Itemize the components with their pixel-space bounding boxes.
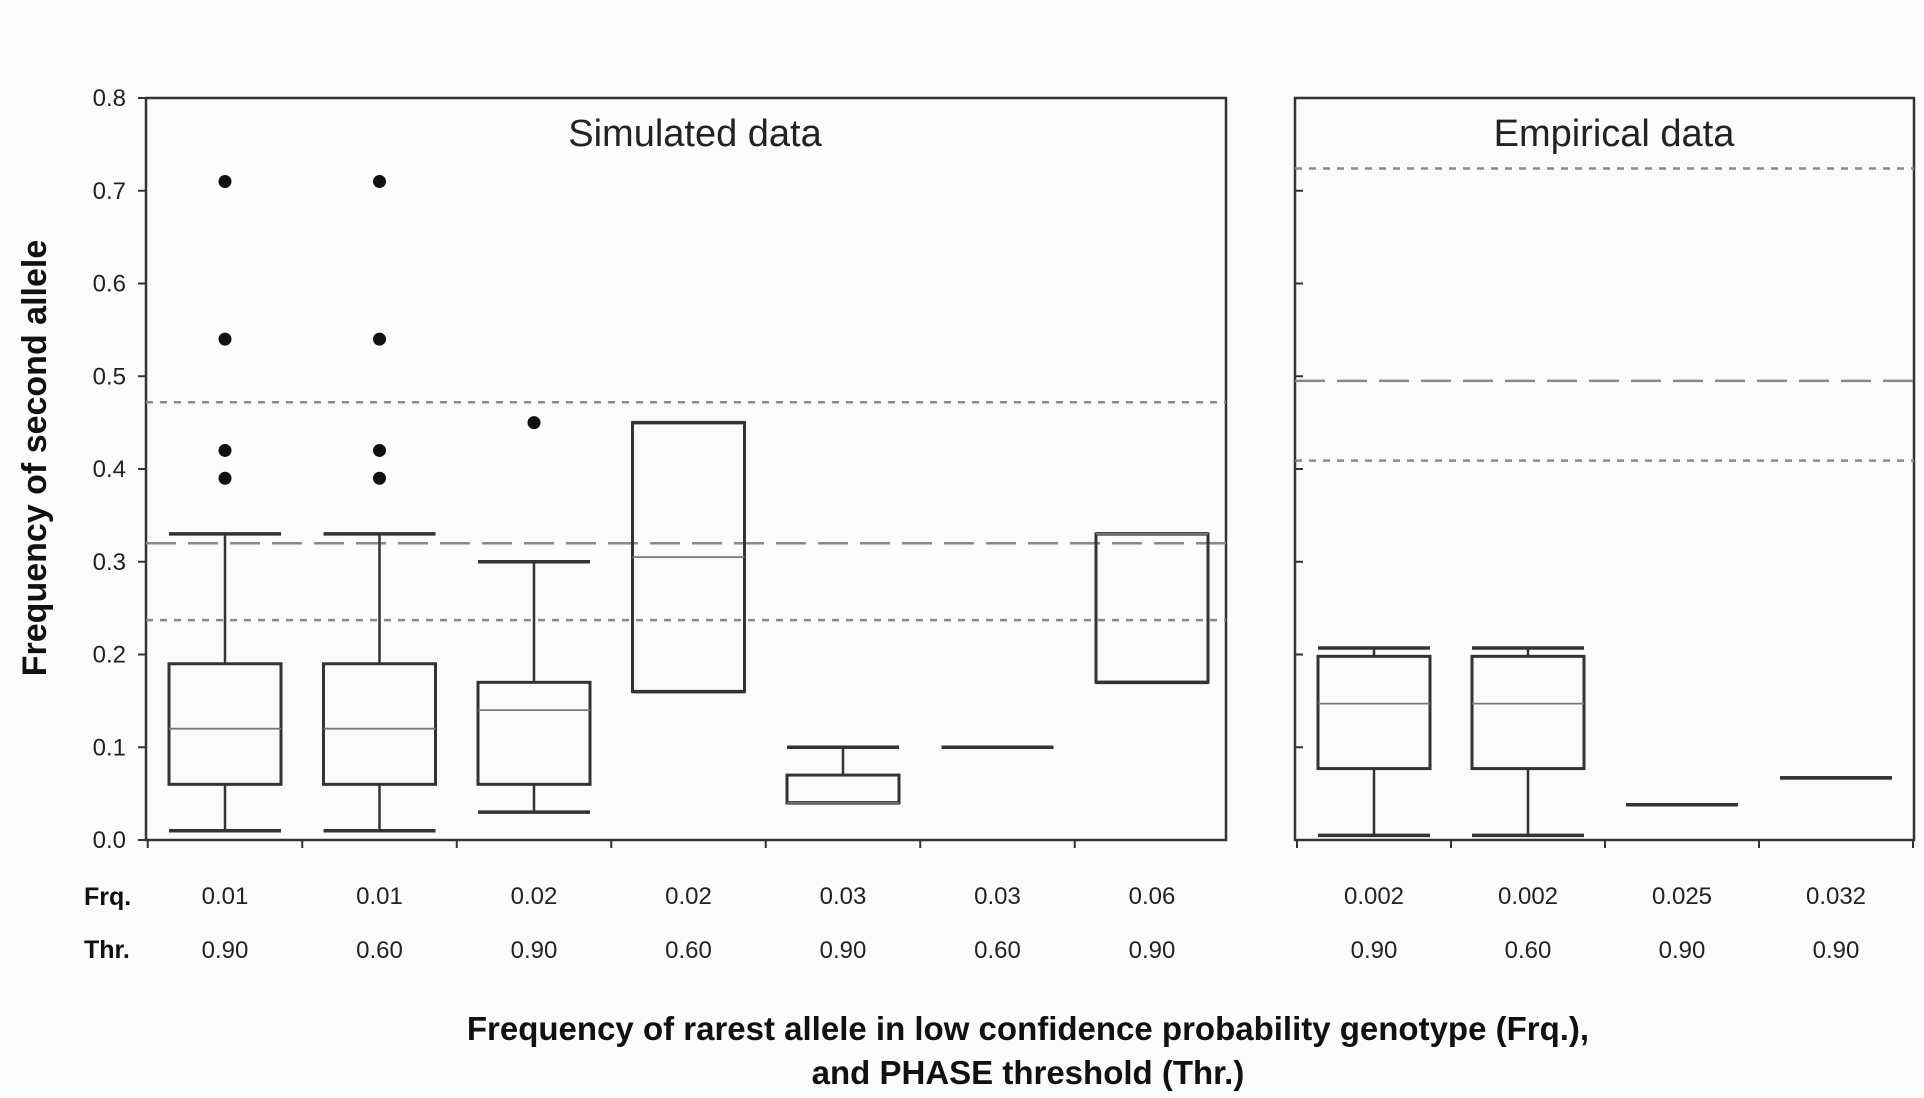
- iqr-box: [167, 662, 283, 786]
- frq-label: 0.002: [1344, 883, 1404, 910]
- panel-frame: [144, 96, 1228, 842]
- thr-label: 0.90: [511, 937, 558, 964]
- thr-label: 0.90: [820, 937, 867, 964]
- panel-title: Empirical data: [1494, 113, 1736, 155]
- y-axis: 0.0 0.1 0.2 0.3 0.4 0.5 0.6 0.7 0.8: [93, 85, 146, 854]
- outlier-point: [373, 471, 386, 485]
- y-tick-label: 0.4: [93, 456, 126, 483]
- x-axis-label-line-2: and PHASE threshold (Thr.): [812, 1054, 1245, 1091]
- empirical-data-panel: Empirical data: [1293, 96, 1916, 848]
- frq-label: 0.002: [1498, 883, 1558, 910]
- thr-label: 0.90: [1351, 937, 1398, 964]
- iqr-box: [476, 680, 592, 786]
- frq-label: 0.03: [974, 883, 1021, 910]
- outlier-point: [218, 471, 232, 485]
- box-7: [1094, 532, 1210, 685]
- iqr-box: [1316, 654, 1432, 771]
- panel-frame: [1293, 96, 1916, 842]
- x-axis-label-line-1: Frequency of rarest allele in low confid…: [467, 1010, 1589, 1047]
- frq-label: 0.01: [356, 883, 403, 910]
- y-tick-label: 0.0: [93, 827, 126, 854]
- frq-label: 0.01: [202, 883, 249, 910]
- outlier-point: [373, 174, 386, 188]
- y-axis-label: Frequency of second allele: [16, 240, 54, 676]
- iqr-box: [1470, 654, 1586, 771]
- outlier-point: [218, 332, 232, 346]
- row-label-thr: Thr.: [84, 936, 130, 964]
- box-5: [785, 745, 901, 805]
- y-tick-label: 0.7: [93, 178, 126, 205]
- thr-label: 0.90: [1129, 937, 1176, 964]
- thr-label: 0.60: [974, 937, 1021, 964]
- y-tick-label: 0.2: [93, 642, 126, 669]
- thr-label: 0.90: [1813, 937, 1860, 964]
- simulated-data-panel: Simulated data: [144, 96, 1228, 848]
- box-2: [1470, 646, 1586, 838]
- box-3: [476, 416, 592, 814]
- frq-label: 0.02: [511, 883, 558, 910]
- y-tick-label: 0.5: [93, 363, 126, 390]
- box-1: [1316, 646, 1432, 838]
- thr-label: 0.90: [1659, 937, 1706, 964]
- frq-label: 0.03: [820, 883, 867, 910]
- y-tick-label: 0.1: [93, 734, 126, 761]
- frq-label: 0.06: [1129, 883, 1176, 910]
- panel-title: Simulated data: [568, 113, 822, 155]
- frq-label: 0.02: [665, 883, 712, 910]
- frq-label: 0.025: [1652, 883, 1712, 910]
- y-tick-label: 0.8: [93, 85, 126, 112]
- box-4: [631, 420, 746, 694]
- thr-label: 0.60: [1505, 937, 1552, 964]
- thr-label: 0.90: [202, 937, 249, 964]
- outlier-point: [373, 443, 386, 457]
- y-tick-label: 0.3: [93, 549, 126, 576]
- row-label-frq: Frq.: [84, 883, 131, 911]
- x-category-labels: 0.01 0.90 0.01 0.60 0.02 0.90 0.02 0.60 0.03 0.90…: [202, 883, 1866, 964]
- iqr-box: [785, 773, 901, 805]
- frq-label: 0.032: [1806, 883, 1866, 910]
- outlier-point: [373, 332, 386, 346]
- iqr-box: [322, 662, 437, 786]
- outlier-point: [527, 416, 541, 430]
- outlier-point: [218, 174, 232, 188]
- thr-label: 0.60: [356, 937, 403, 964]
- y-tick-label: 0.6: [93, 271, 126, 298]
- thr-label: 0.60: [665, 937, 712, 964]
- box-2: [322, 174, 437, 833]
- box-1: [167, 174, 283, 833]
- outlier-point: [218, 443, 232, 457]
- iqr-box: [1094, 532, 1210, 684]
